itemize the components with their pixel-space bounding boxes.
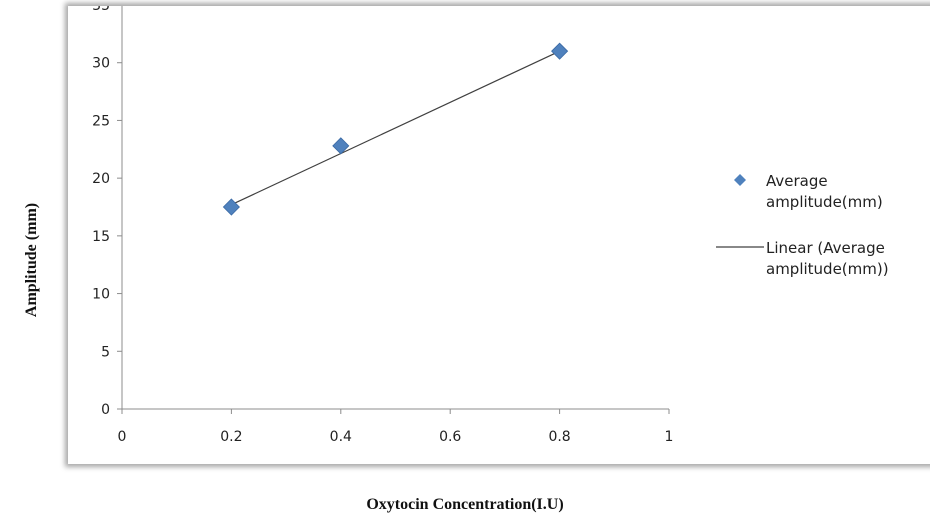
y-tick-label: 25 [92, 113, 110, 129]
x-tick-label: 0.8 [548, 429, 570, 445]
legend-trendline-label: Linear (Average [766, 239, 885, 257]
y-tick-label: 0 [101, 402, 110, 418]
trendline-line [231, 50, 560, 206]
y-tick-label: 15 [92, 229, 110, 245]
trendline [231, 50, 560, 206]
data-points [222, 42, 569, 216]
tick-labels: 0 5 10 15 20 25 30 35 0 0.2 0.4 0.6 0.8 1 [92, 6, 673, 445]
y-tick-label: 10 [92, 287, 110, 303]
legend-trendline-label: amplitude(mm)) [766, 260, 889, 278]
axes [117, 6, 670, 414]
y-axis-title: Amplitude (mm) [23, 202, 40, 318]
data-point-diamond [222, 198, 240, 216]
x-tick-label: 0.6 [439, 429, 461, 445]
x-tick-label: 0.4 [330, 429, 352, 445]
legend: Average amplitude(mm) Linear (Average ampli… [716, 172, 889, 278]
y-tick-label: 20 [92, 171, 110, 187]
y-tick-label: 30 [92, 56, 110, 72]
x-axis-title: Oxytocin Concentration(I.U) [366, 496, 564, 513]
chart-frame: 0 5 10 15 20 25 30 35 0 0.2 0.4 0.6 0.8 1 Average ampl… [68, 6, 930, 464]
y-tick-label: 5 [101, 344, 110, 360]
x-tick-label: 0.2 [220, 429, 242, 445]
plot-area: 0 5 10 15 20 25 30 35 0 0.2 0.4 0.6 0.8 1 Average ampl… [92, 6, 889, 445]
data-point-diamond [332, 137, 350, 155]
x-tick-label: 0 [118, 429, 127, 445]
legend-series-label: amplitude(mm) [766, 193, 883, 211]
y-tick-label: 35 [92, 6, 110, 14]
legend-diamond-icon [734, 174, 746, 186]
data-point-diamond [551, 42, 569, 60]
legend-series-label: Average [766, 172, 828, 190]
x-tick-label: 1 [665, 429, 674, 445]
